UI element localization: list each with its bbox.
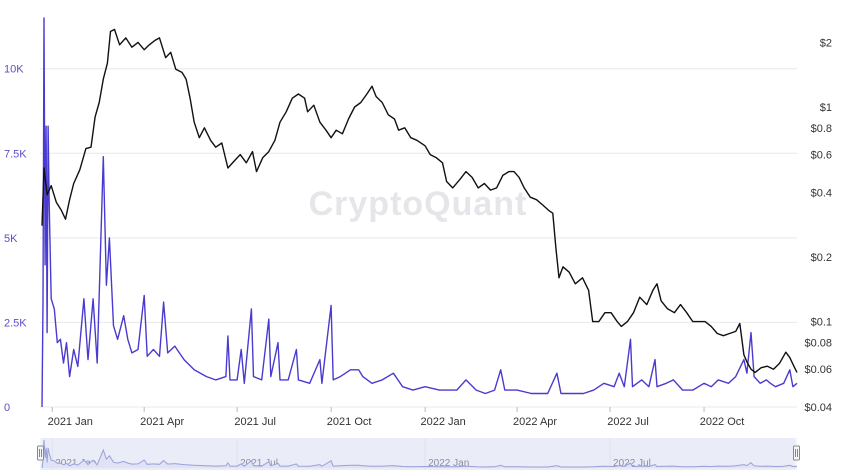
right-axis-tick-label: $0.8 <box>811 123 832 135</box>
left-axis-tick-label: 10K <box>4 64 24 76</box>
right-axis-tick-label: $2 <box>820 37 832 49</box>
x-axis-tick-label: 2021 Oct <box>327 416 372 428</box>
right-axis-tick-label: $0.4 <box>811 187 832 199</box>
right-axis-tick-label: $0.2 <box>811 252 832 264</box>
watermark: CryptoQuant <box>309 185 528 223</box>
right-axis-tick-label: $0.1 <box>811 317 832 329</box>
right-axis-ticks: $0.04 $0.06 $0.08 $0.1 $0.2 $0.4 $0.6 $0.8 $1 $2 <box>804 37 832 414</box>
right-axis-tick-label: $0.06 <box>804 364 832 376</box>
x-axis-tick-label: 2022 Apr <box>513 416 557 428</box>
left-axis-tick-label: 2.5K <box>4 317 27 329</box>
x-axis-ticks: 2021 Jan 2021 Apr 2021 Jul 2021 Oct 2022 Jan… <box>48 407 745 428</box>
series-group <box>41 17 798 408</box>
right-axis-tick-label: $1 <box>820 102 832 114</box>
navigator-tick-label: 2021 Jan <box>55 458 96 469</box>
x-axis-tick-label: 2021 Apr <box>140 416 184 428</box>
left-axis-ticks: 0 2.5K 5K 7.5K 10K <box>4 64 27 414</box>
right-axis-tick-label: $0.6 <box>811 150 832 162</box>
left-axis-tick-label: 5K <box>4 233 18 245</box>
navigator-tick-label: 2021 Jul <box>240 458 278 469</box>
navigator-series <box>41 439 798 469</box>
navigator-line <box>41 439 798 469</box>
navigator[interactable]: 2021 Jan 2021 Jul 2022 Jan 2022 Jul <box>37 438 800 470</box>
x-axis-tick-label: 2021 Jul <box>234 416 276 428</box>
navigator-area <box>42 440 797 468</box>
navigator-right-handle[interactable] <box>793 445 800 461</box>
left-axis-tick-label: 7.5K <box>4 148 27 160</box>
series-line-right-axis <box>41 28 798 374</box>
navigator-tick-label: 2022 Jul <box>613 458 651 469</box>
right-axis-tick-label: $0.08 <box>804 337 832 349</box>
series-line-left-axis <box>41 17 798 408</box>
grid-lines <box>40 68 797 408</box>
x-axis-tick-label: 2022 Oct <box>700 416 745 428</box>
x-axis-tick-label: 2022 Jul <box>607 416 649 428</box>
x-axis-tick-label: 2022 Jan <box>420 416 465 428</box>
right-axis-tick-label: $0.04 <box>804 402 832 414</box>
left-axis-tick-label: 0 <box>4 402 10 414</box>
x-axis-tick-label: 2021 Jan <box>48 416 93 428</box>
navigator-tick-label: 2022 Jan <box>428 458 469 469</box>
navigator-left-handle[interactable] <box>37 445 44 461</box>
